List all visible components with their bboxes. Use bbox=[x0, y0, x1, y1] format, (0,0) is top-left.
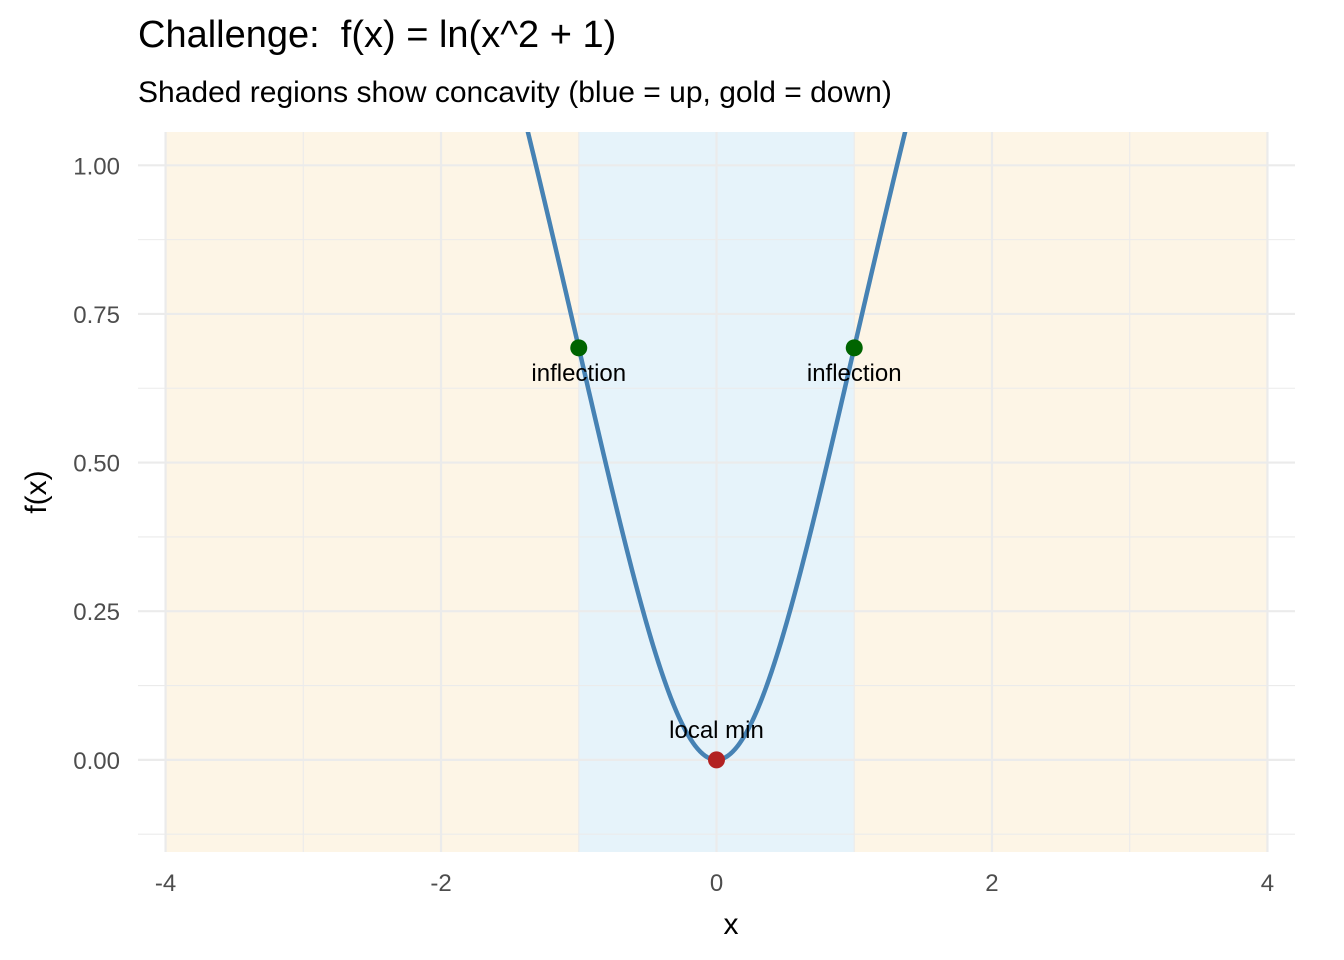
y-tick-label-4: 1.00 bbox=[73, 153, 120, 180]
point-marker-1 bbox=[845, 339, 863, 357]
y-tick-label-0: 0.00 bbox=[73, 748, 120, 775]
axes: -4 -2 0 2 4 0.00 0.25 0.50 0.75 1.00 bbox=[73, 153, 1274, 897]
point-marker-2 bbox=[708, 751, 725, 769]
point-label-2: local min bbox=[669, 717, 764, 744]
chart-subtitle: Shaded regions show concavity (blue = up… bbox=[138, 76, 892, 109]
x-tick-label-3: 2 bbox=[985, 870, 998, 897]
y-tick-label-1: 0.25 bbox=[73, 599, 120, 626]
point-marker-0 bbox=[570, 339, 588, 357]
x-axis-title: x bbox=[724, 908, 739, 941]
y-tick-label-3: 0.75 bbox=[73, 302, 120, 329]
point-label-1: inflection bbox=[807, 360, 902, 387]
concavity-region-down-2 bbox=[854, 132, 1268, 852]
y-tick-label-2: 0.50 bbox=[73, 451, 120, 478]
concavity-region-down-0 bbox=[165, 132, 579, 852]
x-tick-label-2: 0 bbox=[710, 870, 723, 897]
point-label-0: inflection bbox=[531, 360, 626, 387]
x-tick-label-4: 4 bbox=[1261, 870, 1274, 897]
x-tick-label-1: -2 bbox=[430, 870, 451, 897]
y-axis-title: f(x) bbox=[20, 470, 53, 513]
chart-title: Challenge: f(x) = ln(x^2 + 1) bbox=[138, 14, 617, 56]
x-tick-label-0: -4 bbox=[155, 870, 176, 897]
points-layer: inflection inflection local min bbox=[531, 339, 902, 769]
